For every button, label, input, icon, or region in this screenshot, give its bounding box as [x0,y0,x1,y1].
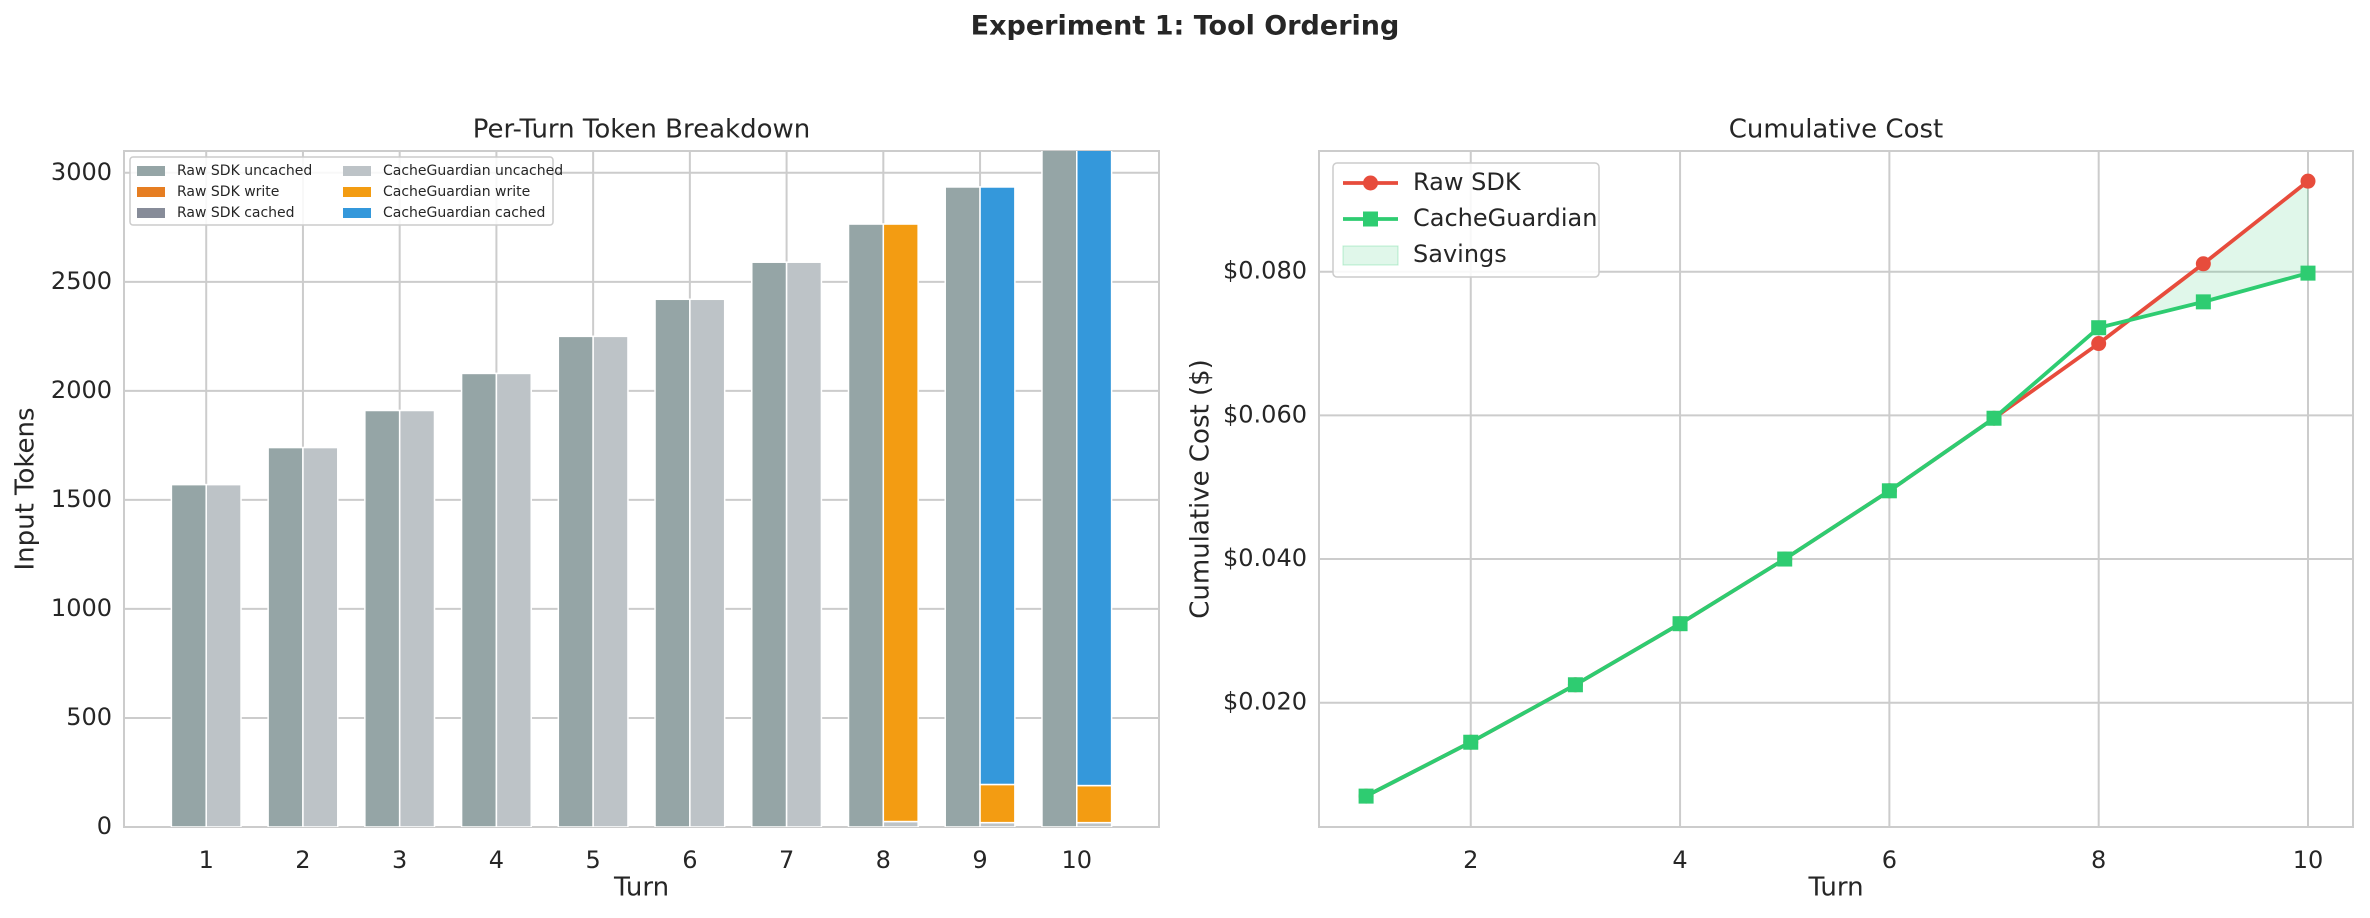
legend-marker [1363,211,1378,227]
legend-marker [1363,175,1378,191]
chart-title: Cumulative Cost [1729,115,1943,145]
marker [1358,788,1374,804]
y-tick-label: 500 [66,703,112,731]
line [1365,271,2309,798]
bar-segment [364,409,401,827]
marker [1463,734,1479,750]
marker [2195,294,2211,310]
marker [1881,483,1897,499]
x-axis-title: Turn [613,873,669,903]
y-tick-label: $0.080 [1223,257,1307,285]
x-tick-label: 3 [392,846,407,874]
x-tick-label: 4 [1672,846,1687,874]
y-axis-title: Cumulative Cost ($) [1186,359,1216,619]
y-tick-label: $0.060 [1223,400,1307,428]
bar-segment [847,223,885,827]
marker [1777,551,1793,567]
x-tick-label: 4 [489,846,504,874]
marker [2300,265,2316,281]
bar-segment [267,446,304,827]
bars [170,151,1113,827]
bar-segment [1041,151,1078,827]
legend-label: CacheGuardian [1413,204,1597,232]
x-tick-label: 2 [295,846,310,874]
bar-segment [689,298,726,827]
bar-segment [592,335,629,827]
marker [2300,173,2316,189]
marker [2195,256,2211,272]
legend-swatch [343,187,371,197]
bar-segment [654,298,691,827]
y-tick-label: $0.020 [1223,688,1307,716]
x-tick-label: 1 [199,846,214,874]
bar-segment [205,483,242,827]
legend-label: CacheGuardian write [383,184,530,200]
legend-label: Savings [1413,240,1507,268]
legend-swatch [1342,245,1399,266]
legend-label: Raw SDK [1413,168,1522,196]
y-tick-label: 0 [97,812,112,840]
bar-segment [170,483,207,827]
bar-segment [495,372,532,827]
marker [1567,677,1583,693]
bar-segment [302,446,339,827]
axes-frame [1318,150,2354,828]
legend-label: Raw SDK uncached [177,163,312,179]
bar-segment [979,186,1016,786]
marker [2091,336,2107,352]
bar-segment [751,261,788,827]
x-tick-label: 9 [972,846,987,874]
y-tick-label: 3000 [51,158,112,186]
y-tick-label: 1000 [51,594,112,622]
x-tick-label: 10 [2293,846,2324,874]
bar-segment [944,186,981,827]
legend-box [129,156,554,226]
y-tick-label: 1500 [51,485,112,513]
marker [1986,410,2002,426]
legend-swatch [137,187,165,197]
bar-segment [557,335,594,827]
bar-segment [882,223,919,823]
bar-segment [398,409,436,827]
chart-title: Per-Turn Token Breakdown [473,115,811,145]
y-tick-label: 2000 [51,376,112,404]
legend-label: Raw SDK cached [177,205,295,221]
bar-segment [785,261,823,827]
y-axis-title: Input Tokens [11,407,41,570]
x-tick-label: 5 [585,846,600,874]
legend-label: CacheGuardian cached [383,205,545,221]
legend-swatch [343,166,371,176]
bar-segment [882,820,919,827]
x-tick-label: 6 [682,846,697,874]
x-tick-label: 8 [2091,846,2106,874]
x-tick-label: 6 [1882,846,1897,874]
y-tick-label: 2500 [51,267,112,295]
marker [2091,320,2107,336]
legend-box [1332,162,1600,278]
y-tick-label: $0.040 [1223,544,1307,572]
marker [1672,616,1688,632]
bar-segment [1076,151,1113,787]
x-tick-label: 2 [1463,846,1478,874]
x-tick-label: 10 [1062,846,1093,874]
bar-segment [1076,784,1113,824]
x-axis-title: Turn [1807,873,1863,903]
x-tick-label: 7 [779,846,794,874]
x-tick-label: 8 [876,846,891,874]
bar-segment [979,783,1016,824]
legend-label: Raw SDK write [177,184,279,200]
bar-segment [460,372,498,827]
plot-area [1358,173,2316,804]
legend-swatch [137,166,165,176]
figure-title: Experiment 1: Tool Ordering [971,11,1400,42]
legend-swatch [137,208,165,218]
legend-label: CacheGuardian uncached [383,163,563,179]
legend-swatch [343,208,371,218]
